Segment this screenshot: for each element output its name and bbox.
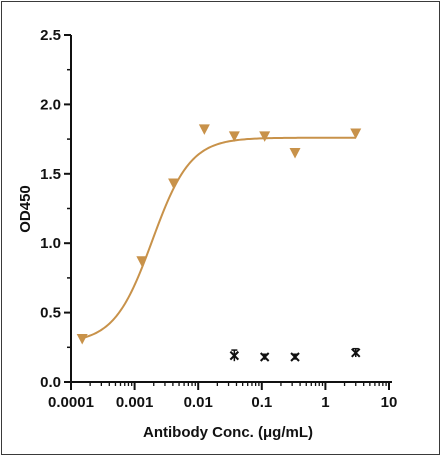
- y-tick-label: 2.5: [40, 27, 61, 44]
- axes: [70, 35, 392, 383]
- y-tick-label: 1.0: [40, 235, 61, 252]
- x-marker: [259, 352, 270, 362]
- data-markers: [76, 124, 362, 362]
- triangle-marker: [198, 124, 210, 135]
- x-tick-label: 0.1: [251, 394, 272, 411]
- x-marker: [229, 349, 240, 362]
- x-tick-label: 1: [321, 394, 329, 411]
- triangle-marker: [76, 333, 88, 345]
- triangle-marker: [259, 131, 271, 142]
- y-tick-label: 0.0: [40, 374, 61, 391]
- triangle-marker: [136, 256, 148, 267]
- y-ticks: 0.0 0.5 1.0 1.5 2.0 2.5: [40, 27, 71, 391]
- triangle-marker: [350, 128, 362, 140]
- y-tick-label: 0.5: [40, 305, 61, 322]
- x-marker: [351, 347, 361, 358]
- y-tick-label: 1.5: [40, 166, 61, 183]
- fit-curves: [81, 136, 356, 340]
- y-tick-label: 2.0: [40, 96, 61, 113]
- fit-curve: [81, 136, 356, 340]
- y-axis-title: OD450: [17, 185, 34, 233]
- x-tick-label: 0.0001: [48, 394, 94, 411]
- triangle-marker: [168, 178, 180, 190]
- x-tick-label: 10: [381, 394, 398, 411]
- x-ticks: 0.0001 0.001 0.01 0.1 1 10: [48, 382, 397, 411]
- x-marker: [290, 352, 300, 362]
- x-tick-label: 0.001: [116, 394, 154, 411]
- triangle-marker: [228, 131, 240, 142]
- triangle-marker: [289, 147, 301, 159]
- x-tick-label: 0.01: [184, 394, 213, 411]
- x-axis-title: Antibody Conc. (μg/mL): [143, 424, 313, 441]
